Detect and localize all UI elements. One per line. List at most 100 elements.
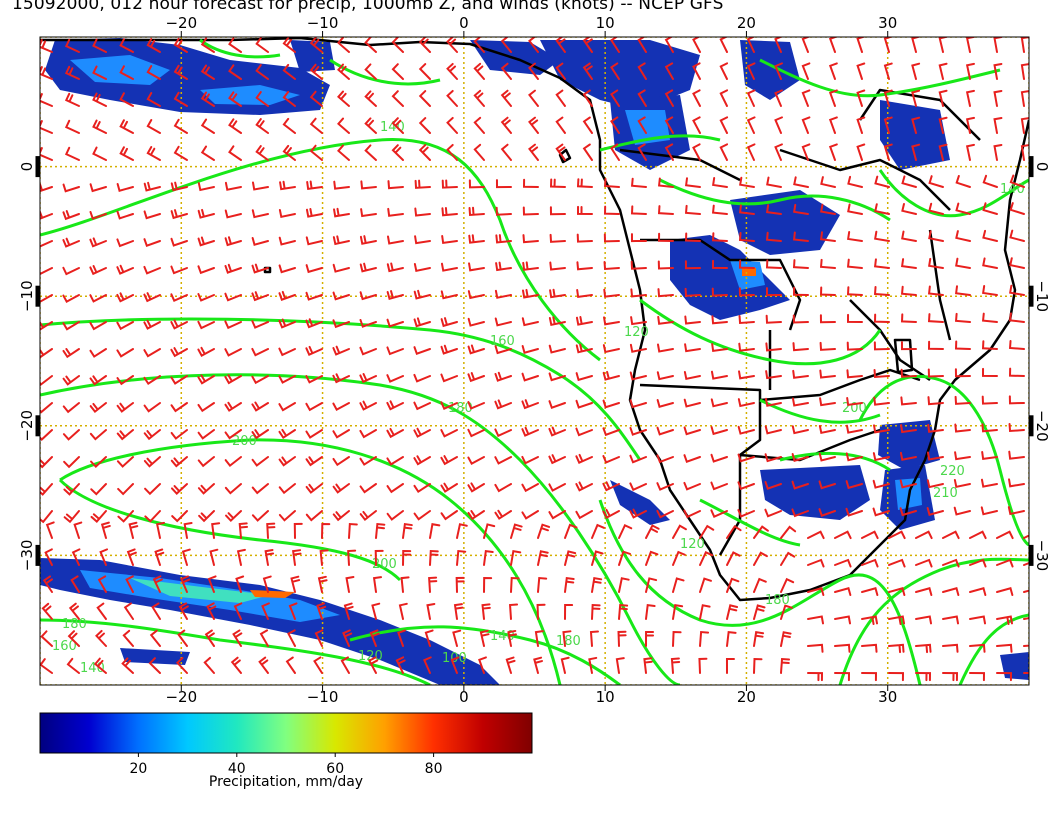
wind-barb [618,603,629,620]
wind-barb [873,341,890,351]
wind-barb [915,672,932,682]
wind-barb [807,643,824,653]
lat-label-left: −20 [18,410,36,442]
wind-barb [494,399,512,410]
wind-barb [753,631,765,647]
wind-barb [89,402,107,414]
island-outline [558,148,572,164]
colorbar-tick-label: 20 [129,761,147,777]
wind-barb [883,143,893,161]
wind-barb [309,63,323,80]
precip-patch [45,38,330,115]
wind-barb [982,229,998,242]
wind-barb [591,603,601,620]
wind-barb [746,89,756,107]
wind-barb [820,176,836,188]
wind-barb [965,143,975,161]
wind-barb [440,373,458,383]
wind-barb [928,230,944,242]
wind-barb [1008,450,1025,460]
wind-barb [413,317,431,328]
wind-barb [629,371,647,381]
wind-barb [873,369,890,379]
wind-barb [765,231,782,242]
wind-barb [993,116,1003,134]
wind-barb [993,37,1003,53]
wind-barb [780,577,795,593]
wind-barb [846,286,863,296]
lat-label-right: −30 [1033,540,1051,572]
wind-barb [883,116,893,134]
wind-barb [549,261,566,271]
wind-barb [391,63,404,80]
wind-barb [386,374,404,383]
wind-barb [305,264,323,274]
contour-line [759,58,1001,98]
wind-barb [692,89,701,107]
wind-barb [500,37,512,53]
wind-barb [456,549,467,566]
wind-barb [386,510,404,521]
wind-barb [888,643,905,654]
contour-label: 160 [52,639,77,654]
wind-barb [337,90,350,107]
wind-barb [610,37,620,53]
wind-barb [900,313,917,323]
wind-barb [116,292,134,303]
wind-barb [494,428,512,438]
wind-barb [537,576,548,593]
wind-barb [264,549,275,566]
wind-barb [170,375,188,385]
wind-barb [251,291,269,302]
wind-barb [834,643,851,653]
wind-barb [710,509,728,519]
wind-barb [224,292,242,302]
border-line [849,299,931,382]
wind-barb [711,204,728,215]
wind-barb [391,37,404,53]
wind-barb [89,375,107,386]
precip-patch [1000,652,1029,680]
wind-barb [861,643,878,653]
wind-barb [630,177,647,188]
wind-barb [173,118,188,134]
precip-patch [670,235,790,320]
wind-barb [610,62,620,80]
wind-barb [500,116,512,134]
wind-barb [440,429,458,438]
wind-barb [143,319,161,330]
wind-barb [40,510,53,524]
wind-barb [93,657,107,674]
wind-barb [1009,202,1025,215]
wind-barb [1020,63,1029,80]
wind-barb [455,576,465,593]
wind-barb [645,524,660,539]
wind-barb [467,372,485,383]
wind-barb [856,62,866,80]
map-title: 15092000, 012 hour forecast for precip, … [12,0,724,14]
wind-barb [151,602,161,620]
wind-barb [337,63,350,80]
wind-barb [64,119,80,134]
wind-barb [807,672,824,682]
wind-barb [699,630,710,647]
wind-barb [828,143,838,161]
wind-barb [873,313,890,323]
wind-barb [332,373,350,384]
wind-barb [495,261,512,272]
wind-barb [582,116,593,134]
wind-barb [309,90,323,107]
precipitation-layer [40,38,1029,685]
wind-barb [938,143,948,161]
wind-barb [861,558,879,568]
wind-barb [684,232,701,242]
wind-barb [40,182,53,193]
wind-barb [629,399,647,409]
wind-barb [332,483,350,494]
wind-barb [861,615,879,626]
wind-barb [95,629,107,647]
wind-barb [259,629,269,647]
wind-barb [927,423,944,433]
wind-barb [224,263,242,274]
wind-barb [1020,90,1029,107]
